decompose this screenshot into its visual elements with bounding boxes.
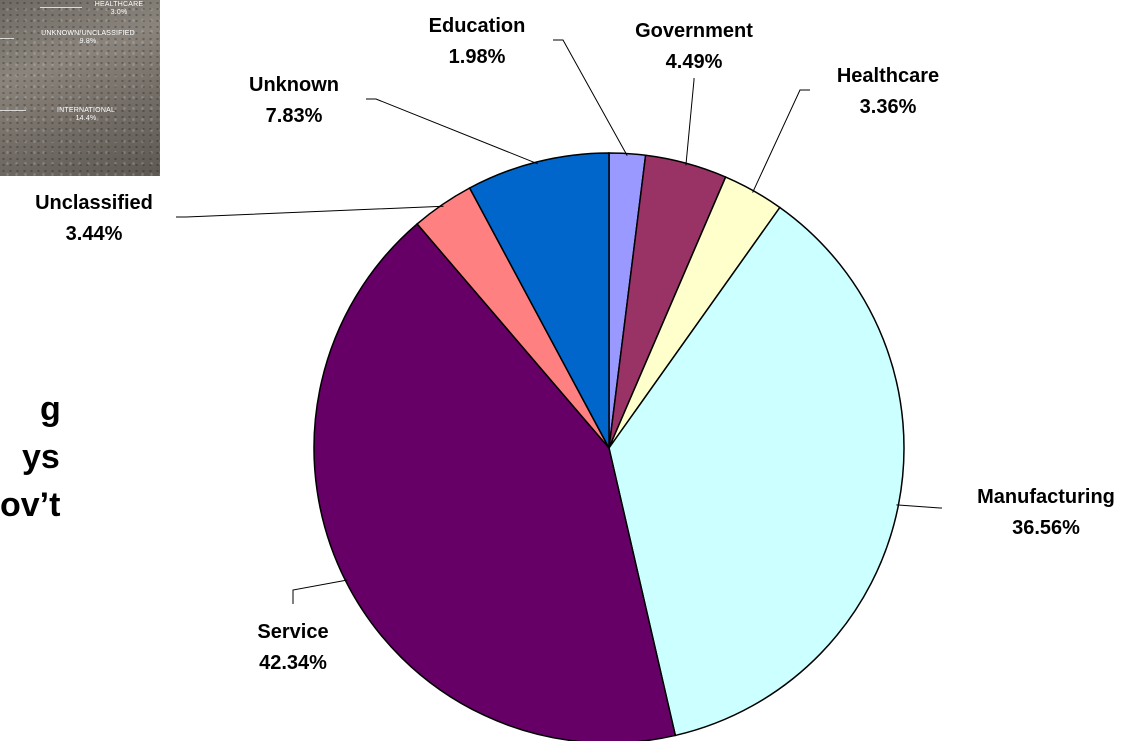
inset-leader-line (40, 7, 82, 8)
slice-label-unclassified: Unclassified (35, 192, 153, 214)
slice-label-education: Education (429, 15, 526, 37)
background-photo-inset: HEALTHCARE 3.0% UNKNOWN/UNCLASSIFIED 9.8… (0, 0, 160, 176)
pie-slice-unknown (468, 152, 610, 449)
slide-text-line: ys (22, 438, 60, 476)
slice-label-healthcare: Healthcare (837, 65, 939, 87)
inset-label-unknown-unclassified: UNKNOWN/UNCLASSIFIED 9.8% (16, 30, 160, 46)
photo-texture (0, 0, 160, 176)
slide-body-text: g ys ov’t (0, 385, 61, 529)
slice-value-government: 4.49% (666, 51, 723, 73)
slide-text-line: g (40, 390, 61, 428)
slice-label-service: Service (257, 621, 328, 643)
slide-text-line: ov’t (0, 486, 61, 524)
slice-value-unknown: 7.83% (266, 105, 323, 127)
inset-label-name: INTERNATIONAL (56, 107, 116, 114)
leader-line-healthcare (752, 89, 810, 193)
inset-label-name: HEALTHCARE (94, 1, 144, 8)
slice-value-unclassified: 3.44% (66, 223, 123, 245)
leader-line-service (292, 579, 348, 604)
inset-leader-line (0, 38, 14, 39)
slice-value-service: 42.34% (259, 652, 327, 674)
inset-label-international: INTERNATIONAL 14.4% (30, 107, 142, 123)
leader-line-education (553, 39, 628, 156)
slice-value-healthcare: 3.36% (860, 96, 917, 118)
inset-label-name: UNKNOWN/UNCLASSIFIED (41, 30, 135, 37)
leader-line-unclassified (176, 205, 444, 218)
inset-leader-line (0, 110, 26, 111)
inset-label-value: 9.8% (79, 38, 97, 45)
inset-label-value: 3.0% (110, 9, 128, 16)
leader-line-unknown (366, 98, 538, 165)
inset-label-healthcare: HEALTHCARE 3.0% (84, 1, 154, 17)
slice-label-manufacturing: Manufacturing (977, 486, 1115, 508)
inset-label-value: 14.4% (75, 115, 97, 122)
leader-line-manufacturing (896, 504, 942, 509)
pie-slice-service (313, 222, 677, 741)
leader-line-government (685, 78, 695, 166)
slice-value-manufacturing: 36.56% (1012, 517, 1080, 539)
slice-value-education: 1.98% (449, 46, 506, 68)
slice-label-government: Government (635, 20, 753, 42)
slice-label-unknown: Unknown (249, 74, 339, 96)
